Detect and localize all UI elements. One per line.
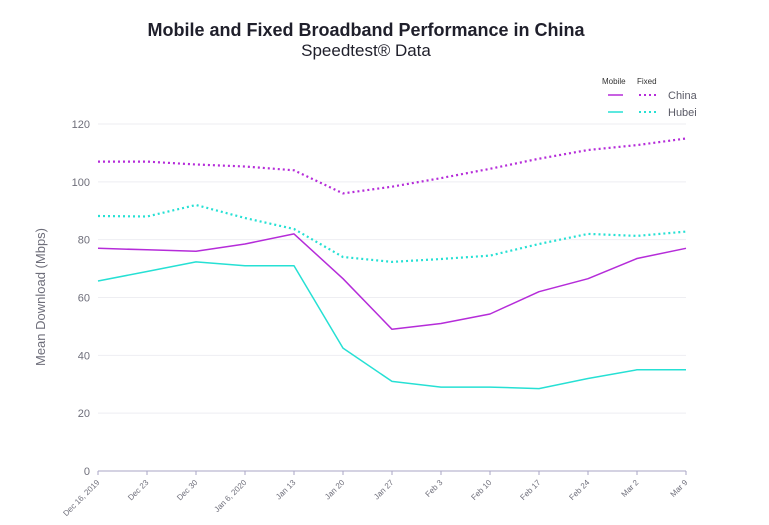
x-tick-label: Feb 3 <box>424 478 445 499</box>
x-tick-label: Dec 23 <box>126 478 151 503</box>
legend-mobile-header: Mobile <box>602 77 626 86</box>
x-tick-label: Dec 30 <box>175 478 200 503</box>
x-tick-label: Jan 6, 2020 <box>212 478 248 514</box>
legend: Mobile Fixed China Hubei <box>602 77 698 119</box>
legend-fixed-header: Fixed <box>637 77 657 86</box>
legend-hubei-label: Hubei <box>668 107 697 119</box>
x-tick-label: Jan 27 <box>372 478 396 502</box>
y-axis-label: Mean Download (Mbps) <box>33 228 48 366</box>
x-tick-label: Jan 20 <box>323 478 347 502</box>
series-line-hubei-fixed <box>97 203 687 263</box>
x-tick-label: Feb 10 <box>469 478 493 502</box>
x-tick-label: Mar 9 <box>669 478 690 499</box>
x-axis: Dec 16, 2019 Dec 23 Dec 30 Jan 6, 2020 Jan 1… <box>61 470 690 518</box>
y-axis-ticks: 0 20 40 60 80 100 120 <box>72 119 90 478</box>
y-tick-label: 80 <box>78 235 90 247</box>
legend-china-label: China <box>668 90 698 102</box>
series-lines <box>97 137 687 390</box>
x-tick-label: Feb 24 <box>567 478 591 502</box>
series-line-hubei-mobile <box>97 261 686 390</box>
y-tick-label: 0 <box>84 466 90 478</box>
y-tick-label: 120 <box>72 119 90 131</box>
chart-subtitle: Speedtest® Data <box>301 41 431 60</box>
x-tick-label: Feb 17 <box>518 478 542 502</box>
x-tick-label: Dec 16, 2019 <box>61 478 101 518</box>
y-tick-label: 60 <box>78 293 90 305</box>
chart-title: Mobile and Fixed Broadband Performance i… <box>147 20 585 40</box>
gridlines <box>98 123 686 414</box>
series-line-china-fixed <box>98 137 687 195</box>
series-line-china-mobile <box>97 233 687 331</box>
y-tick-label: 20 <box>78 408 90 420</box>
x-tick-label: Mar 2 <box>620 478 641 499</box>
y-tick-label: 40 <box>78 350 90 362</box>
x-tick-label: Jan 13 <box>274 478 298 502</box>
y-tick-label: 100 <box>72 177 90 189</box>
